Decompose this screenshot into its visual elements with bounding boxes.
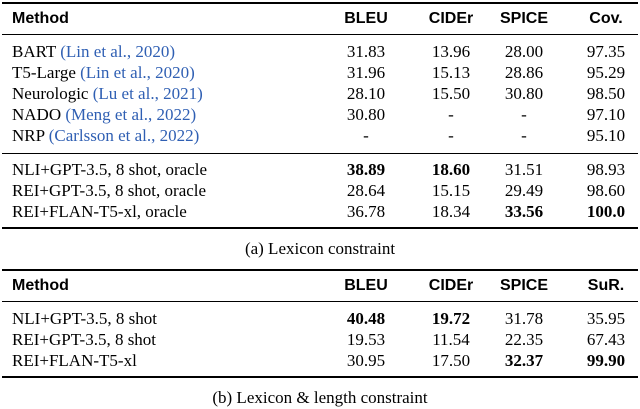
citation: (Lin et al., 2020) (80, 63, 195, 82)
value-cell: 30.80 (346, 105, 386, 124)
value-cell: 35.95 (586, 309, 626, 328)
column-header: SPICE (499, 277, 549, 294)
column-header: Method (12, 277, 69, 294)
value-cell: 22.35 (504, 330, 544, 349)
method-cell: T5-Large (Lin et al., 2020) (12, 62, 195, 83)
value-cell: 99.90 (586, 351, 626, 370)
table-rule (2, 153, 638, 154)
citation: (Lu et al., 2021) (92, 84, 203, 103)
table-rule (2, 301, 638, 302)
method-cell: REI+GPT-3.5, 8 shot (12, 329, 156, 350)
table-caption: (a) Lexicon constraint (244, 239, 396, 258)
column-header: BLEU (344, 277, 388, 294)
value-cell: 15.13 (431, 63, 471, 82)
value-cell: 36.78 (346, 202, 386, 221)
value-cell: 19.53 (346, 330, 386, 349)
value-cell: 31.78 (504, 309, 544, 328)
value-cell: 97.35 (586, 42, 626, 61)
column-header: SuR. (587, 277, 625, 294)
value-cell: - (448, 105, 454, 124)
value-cell: 95.29 (586, 63, 626, 82)
table-caption: (b) Lexicon & length constraint (212, 388, 428, 407)
value-cell: 28.10 (346, 84, 386, 103)
value-cell: 33.56 (504, 202, 544, 221)
citation: (Lin et al., 2020) (60, 42, 175, 61)
value-cell: 19.72 (431, 309, 471, 328)
value-cell: 18.34 (431, 202, 471, 221)
value-cell: 11.54 (432, 330, 470, 349)
value-cell: 18.60 (431, 160, 471, 179)
method-name: REI+FLAN-T5-xl (12, 351, 137, 370)
value-cell: 28.00 (504, 42, 544, 61)
method-name: REI+GPT-3.5, 8 shot (12, 330, 157, 349)
value-cell: 15.15 (431, 181, 471, 200)
method-name: NRP (12, 126, 45, 145)
value-cell: 13.96 (431, 42, 471, 61)
method-cell: NLI+GPT-3.5, 8 shot (12, 308, 157, 329)
value-cell: 95.10 (586, 126, 626, 145)
method-name: REI+FLAN-T5-xl, oracle (12, 202, 187, 221)
value-cell: 30.95 (346, 351, 386, 370)
method-name: REI+GPT-3.5, 8 shot, oracle (12, 181, 207, 200)
value-cell: 98.50 (586, 84, 626, 103)
column-header: Cov. (589, 10, 623, 27)
table-rule (2, 227, 638, 229)
value-cell: 31.96 (346, 63, 386, 82)
value-cell: 28.86 (504, 63, 544, 82)
method-name: NLI+GPT-3.5, 8 shot, oracle (12, 160, 207, 179)
value-cell: 100.0 (586, 202, 626, 221)
value-cell: 29.49 (504, 181, 544, 200)
table-rule (2, 34, 638, 35)
column-header: SPICE (499, 10, 549, 27)
value-cell: - (448, 126, 454, 145)
method-name: NADO (12, 105, 62, 124)
value-cell: 31.83 (346, 42, 386, 61)
value-cell: 98.60 (586, 181, 626, 200)
value-cell: 17.50 (431, 351, 471, 370)
method-cell: REI+FLAN-T5-xl, oracle (12, 201, 187, 222)
citation: (Carlsson et al., 2022) (48, 126, 200, 145)
value-cell: 38.89 (346, 160, 386, 179)
column-header: Method (12, 10, 69, 27)
value-cell: 98.93 (586, 160, 626, 179)
value-cell: 31.51 (504, 160, 544, 179)
value-cell: 30.80 (504, 84, 544, 103)
value-cell: 67.43 (586, 330, 626, 349)
citation: (Meng et al., 2022) (65, 105, 197, 124)
value-cell: 40.48 (346, 309, 386, 328)
value-cell: - (521, 126, 527, 145)
table-rule (2, 376, 638, 378)
method-cell: Neurologic (Lu et al., 2021) (12, 83, 203, 104)
method-cell: REI+FLAN-T5-xl (12, 350, 137, 371)
value-cell: 15.50 (431, 84, 471, 103)
table-rule (2, 269, 638, 271)
method-cell: BART (Lin et al., 2020) (12, 41, 175, 62)
method-cell: NRP (Carlsson et al., 2022) (12, 125, 199, 146)
method-name: Neurologic (12, 84, 89, 103)
value-cell: - (521, 105, 527, 124)
value-cell: 97.10 (586, 105, 626, 124)
column-header: CIDEr (428, 277, 474, 294)
method-cell: REI+GPT-3.5, 8 shot, oracle (12, 180, 206, 201)
value-cell: 28.64 (346, 181, 386, 200)
value-cell: 32.37 (504, 351, 544, 370)
value-cell: - (363, 126, 369, 145)
column-header: BLEU (344, 10, 388, 27)
method-cell: NLI+GPT-3.5, 8 shot, oracle (12, 159, 207, 180)
method-cell: NADO (Meng et al., 2022) (12, 104, 196, 125)
method-name: NLI+GPT-3.5, 8 shot (12, 309, 157, 328)
column-header: CIDEr (428, 10, 474, 27)
table-rule (2, 2, 638, 4)
method-name: BART (12, 42, 57, 61)
method-name: T5-Large (12, 63, 76, 82)
